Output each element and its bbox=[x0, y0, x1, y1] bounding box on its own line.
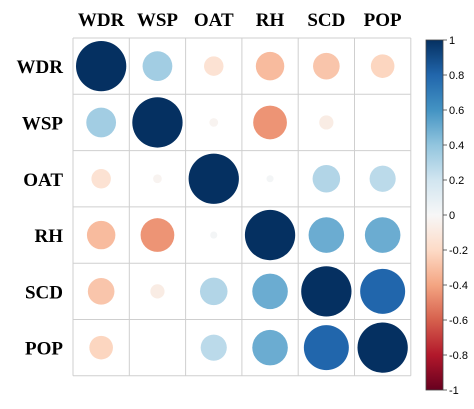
colorbar-gradient bbox=[425, 39, 444, 391]
grid bbox=[72, 37, 412, 377]
col-label-wsp: WSP bbox=[137, 10, 179, 31]
colorbar-tick-label: 0 bbox=[449, 210, 455, 222]
cell-oat-wsp bbox=[153, 174, 162, 184]
cell-oat-pop bbox=[369, 165, 396, 192]
cell-rh-oat bbox=[210, 231, 218, 239]
row-label-wdr: WDR bbox=[17, 57, 64, 78]
cell-rh-scd bbox=[308, 217, 345, 253]
cell-wdr-pop bbox=[370, 54, 395, 78]
cell-scd-scd bbox=[301, 266, 352, 317]
cell-pop-wdr bbox=[89, 335, 113, 360]
cell-rh-wdr bbox=[86, 220, 116, 250]
cell-wdr-rh bbox=[255, 51, 285, 81]
cells bbox=[76, 41, 408, 373]
col-label-scd: SCD bbox=[307, 10, 345, 31]
cell-scd-rh bbox=[252, 273, 288, 310]
cell-oat-rh bbox=[266, 175, 274, 183]
cell-pop-pop bbox=[357, 322, 408, 373]
cell-wsp-scd bbox=[319, 115, 334, 130]
colorbar-tick-label: -1 bbox=[449, 385, 459, 397]
cell-scd-wdr bbox=[87, 278, 115, 305]
cell-wdr-wsp bbox=[142, 51, 173, 82]
col-label-rh: RH bbox=[256, 10, 285, 31]
colorbar-tick-label: 0.6 bbox=[449, 105, 464, 117]
colorbar-tick-label: 1 bbox=[449, 35, 455, 47]
colorbar-tick-label: -0.2 bbox=[449, 245, 468, 257]
cell-wdr-scd bbox=[313, 52, 340, 80]
row-label-wsp: WSP bbox=[22, 113, 64, 134]
cell-rh-wsp bbox=[140, 218, 175, 252]
col-label-oat: OAT bbox=[194, 10, 234, 31]
cell-wsp-wsp bbox=[132, 97, 183, 148]
cell-wdr-wdr bbox=[76, 41, 127, 92]
cell-wsp-rh bbox=[253, 105, 287, 140]
row-label-rh: RH bbox=[35, 226, 64, 247]
colorbar-tick-label: 0.8 bbox=[449, 70, 464, 82]
cell-oat-oat bbox=[188, 153, 239, 204]
row-label-pop: POP bbox=[25, 339, 63, 360]
row-label-scd: SCD bbox=[25, 282, 63, 303]
cell-oat-scd bbox=[312, 164, 341, 193]
cell-pop-oat bbox=[200, 334, 227, 361]
cell-wsp-oat bbox=[209, 118, 219, 127]
colorbar-tick-label: -0.6 bbox=[449, 315, 468, 327]
cell-wdr-oat bbox=[204, 56, 224, 76]
colorbar-tick-label: 0.2 bbox=[449, 175, 464, 187]
cell-scd-pop bbox=[360, 268, 406, 314]
col-label-wdr: WDR bbox=[78, 10, 125, 31]
colorbar-tick-label: -0.4 bbox=[449, 280, 468, 292]
colorbar-tick-label: 0.4 bbox=[449, 140, 464, 152]
cell-scd-wsp bbox=[150, 284, 165, 299]
cell-wsp-wdr bbox=[86, 107, 117, 138]
col-label-pop: POP bbox=[364, 10, 402, 31]
row-label-oat: OAT bbox=[23, 170, 63, 191]
cell-pop-rh bbox=[252, 329, 288, 366]
colorbar-tick-label: -0.8 bbox=[449, 350, 468, 362]
cell-pop-scd bbox=[303, 325, 349, 371]
cell-rh-rh bbox=[244, 209, 296, 261]
cell-scd-oat bbox=[199, 277, 228, 306]
cell-oat-wdr bbox=[91, 169, 111, 189]
cell-rh-pop bbox=[364, 217, 401, 253]
colorbar: 1 0.8 0.6 0.4 0.2 0 -0.2 -0.4 -0.6 -0.8 -1 bbox=[425, 35, 468, 397]
